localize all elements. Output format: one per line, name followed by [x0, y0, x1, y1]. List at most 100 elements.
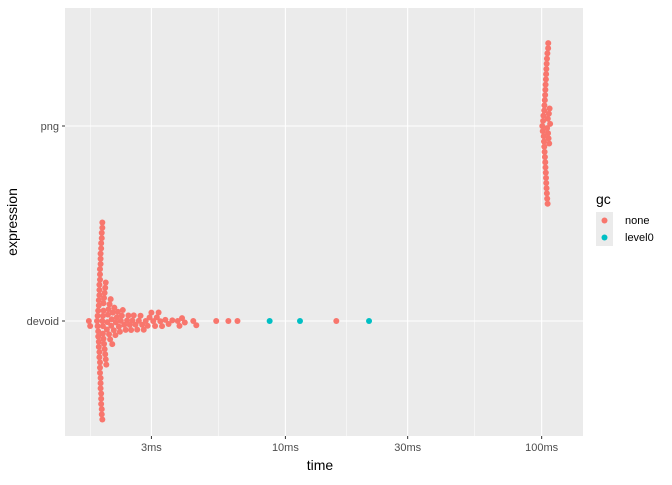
point-devoid-none [98, 229, 105, 236]
point-devoid-none [142, 317, 149, 324]
point-devoid-none [150, 318, 157, 325]
point-devoid-none [101, 289, 108, 296]
point-devoid-none [181, 319, 188, 326]
point-png-none [542, 164, 549, 171]
point-devoid-none [99, 416, 106, 423]
point-devoid-none [113, 314, 120, 321]
legend-label-level0: level0 [625, 232, 654, 244]
point-devoid-none [97, 374, 104, 381]
y-tick-label: devoid [27, 316, 59, 328]
point-devoid-none [95, 333, 102, 340]
point-devoid-none [97, 385, 104, 392]
point-png-none [545, 135, 552, 142]
point-devoid-none [98, 240, 105, 247]
point-devoid-none [87, 323, 94, 330]
point-devoid-level0 [296, 318, 303, 324]
point-devoid-none [126, 321, 133, 328]
legend-marker-level0 [601, 234, 608, 241]
point-devoid-none [152, 322, 159, 329]
point-devoid-none [85, 318, 92, 324]
point-png-none [543, 180, 550, 187]
point-devoid-none [96, 354, 103, 361]
x-tick-label: 30ms [394, 442, 421, 454]
data-points [85, 40, 554, 423]
point-devoid-none [100, 335, 107, 342]
point-devoid-none [103, 361, 110, 368]
point-png-none [543, 185, 550, 192]
y-axis-ticks: devoid png [27, 121, 65, 328]
point-devoid-none [100, 307, 107, 314]
point-devoid-none [97, 255, 104, 262]
point-devoid-none [96, 271, 103, 278]
point-devoid-none [190, 318, 197, 324]
point-devoid-none [106, 301, 113, 308]
point-png-none [540, 117, 547, 124]
point-devoid-none [134, 326, 141, 333]
point-devoid-none [96, 292, 103, 299]
point-devoid-none [129, 317, 136, 324]
point-devoid-none [102, 351, 109, 358]
point-devoid-none [155, 309, 162, 316]
point-devoid-none [225, 318, 232, 324]
y-axis-title: expression [4, 188, 20, 256]
point-devoid-none [101, 295, 108, 302]
point-devoid-none [96, 369, 103, 376]
point-devoid-level0 [366, 318, 373, 324]
point-png-none [539, 123, 546, 129]
point-png-none [543, 71, 550, 78]
point-devoid-none [125, 312, 132, 319]
point-devoid-none [153, 314, 160, 321]
point-devoid-none [130, 312, 137, 319]
point-devoid-level0 [266, 318, 273, 324]
point-devoid-none [95, 343, 102, 350]
point-devoid-none [102, 356, 109, 363]
point-devoid-none [94, 312, 101, 319]
point-devoid-none [333, 318, 340, 324]
point-devoid-none [108, 322, 115, 329]
point-devoid-none [99, 330, 106, 337]
x-tick-label: 10ms [272, 442, 299, 454]
point-devoid-none [99, 312, 106, 319]
point-devoid-none [96, 364, 103, 371]
point-png-none [545, 45, 552, 52]
point-png-none [546, 140, 553, 147]
point-devoid-none [128, 326, 135, 333]
point-png-none [542, 169, 549, 176]
point-devoid-none [137, 312, 144, 319]
point-png-none [542, 76, 549, 83]
point-png-none [544, 50, 551, 57]
point-png-none [547, 120, 554, 127]
point-png-none [545, 40, 552, 47]
point-devoid-none [116, 328, 123, 335]
point-devoid-none [119, 307, 126, 314]
point-png-none [542, 91, 549, 98]
point-png-none [543, 65, 550, 72]
point-devoid-none [103, 326, 110, 333]
point-devoid-none [98, 390, 105, 397]
point-png-none [543, 55, 550, 62]
point-devoid-none [96, 286, 103, 293]
point-png-none [540, 112, 547, 119]
y-tick-label: png [41, 121, 59, 133]
point-devoid-none [95, 338, 102, 345]
point-devoid-none [109, 341, 116, 348]
point-devoid-none [124, 317, 131, 324]
point-png-none [545, 130, 552, 137]
point-devoid-none [96, 359, 103, 366]
point-png-none [542, 81, 549, 88]
point-devoid-none [157, 318, 164, 325]
point-png-none [540, 133, 547, 140]
point-png-none [541, 148, 548, 155]
point-devoid-none [106, 331, 113, 338]
point-devoid-none [104, 311, 111, 318]
point-devoid-none [135, 317, 142, 324]
point-devoid-none [98, 245, 105, 252]
point-devoid-none [111, 304, 118, 311]
point-devoid-none [118, 312, 125, 319]
point-devoid-none [94, 323, 101, 330]
point-png-none [540, 138, 547, 145]
point-devoid-none [159, 323, 166, 330]
point-devoid-none [108, 316, 115, 323]
point-devoid-none [96, 276, 103, 283]
point-devoid-none [96, 281, 103, 288]
